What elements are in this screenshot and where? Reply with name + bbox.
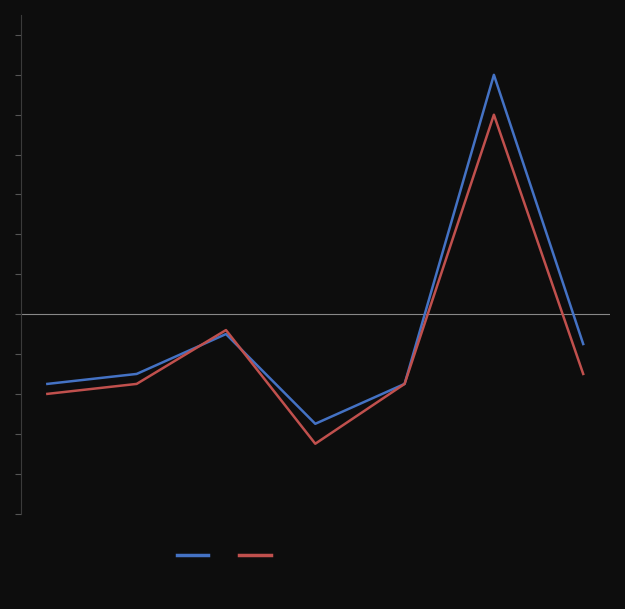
Legend: , : , bbox=[172, 544, 282, 567]
